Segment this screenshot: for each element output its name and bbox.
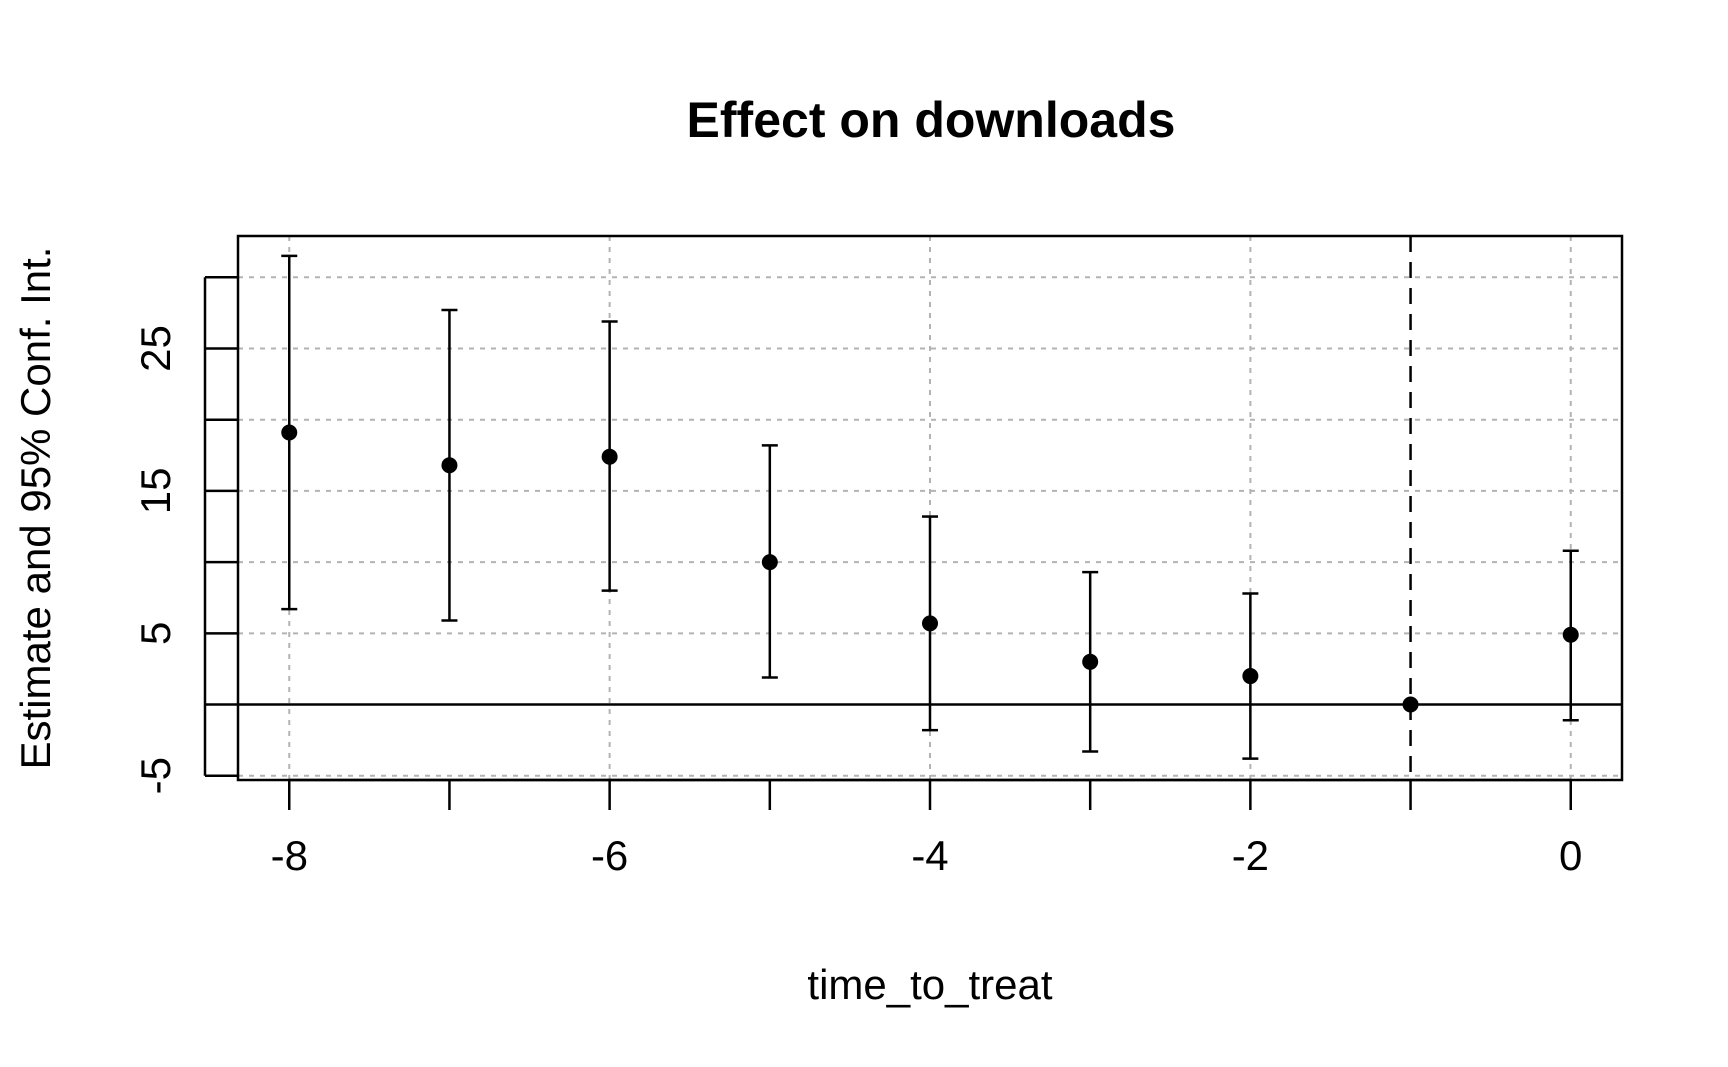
- estimate-point: [1402, 696, 1419, 713]
- y-tick-label: -5: [132, 757, 179, 794]
- x-tick-label: 0: [1559, 832, 1582, 879]
- y-axis: -5 5 15 25: [132, 276, 238, 794]
- x-axis: -8 -6 -4 -2 0: [271, 778, 1582, 879]
- y-tick-label: 15: [132, 468, 179, 515]
- x-axis-label: time_to_treat: [807, 961, 1052, 1008]
- x-tick-label: -6: [591, 832, 628, 879]
- estimate-point: [1082, 653, 1099, 670]
- estimate-point: [441, 457, 458, 474]
- x-tick-label: -8: [271, 832, 308, 879]
- estimate-point: [1242, 668, 1259, 685]
- y-axis-label: Estimate and 95% Conf. Int.: [12, 247, 59, 770]
- x-tick-label: -2: [1232, 832, 1269, 879]
- chart-title: Effect on downloads: [687, 92, 1176, 148]
- estimate-point: [281, 424, 298, 441]
- y-tick-label: 25: [132, 325, 179, 372]
- estimate-point: [601, 448, 618, 465]
- data-series: [281, 254, 1579, 760]
- y-tick-label: 5: [132, 622, 179, 645]
- estimate-point: [761, 554, 778, 571]
- estimate-point: [922, 615, 938, 632]
- estimate-point: [1562, 626, 1579, 643]
- x-tick-label: -4: [911, 832, 948, 879]
